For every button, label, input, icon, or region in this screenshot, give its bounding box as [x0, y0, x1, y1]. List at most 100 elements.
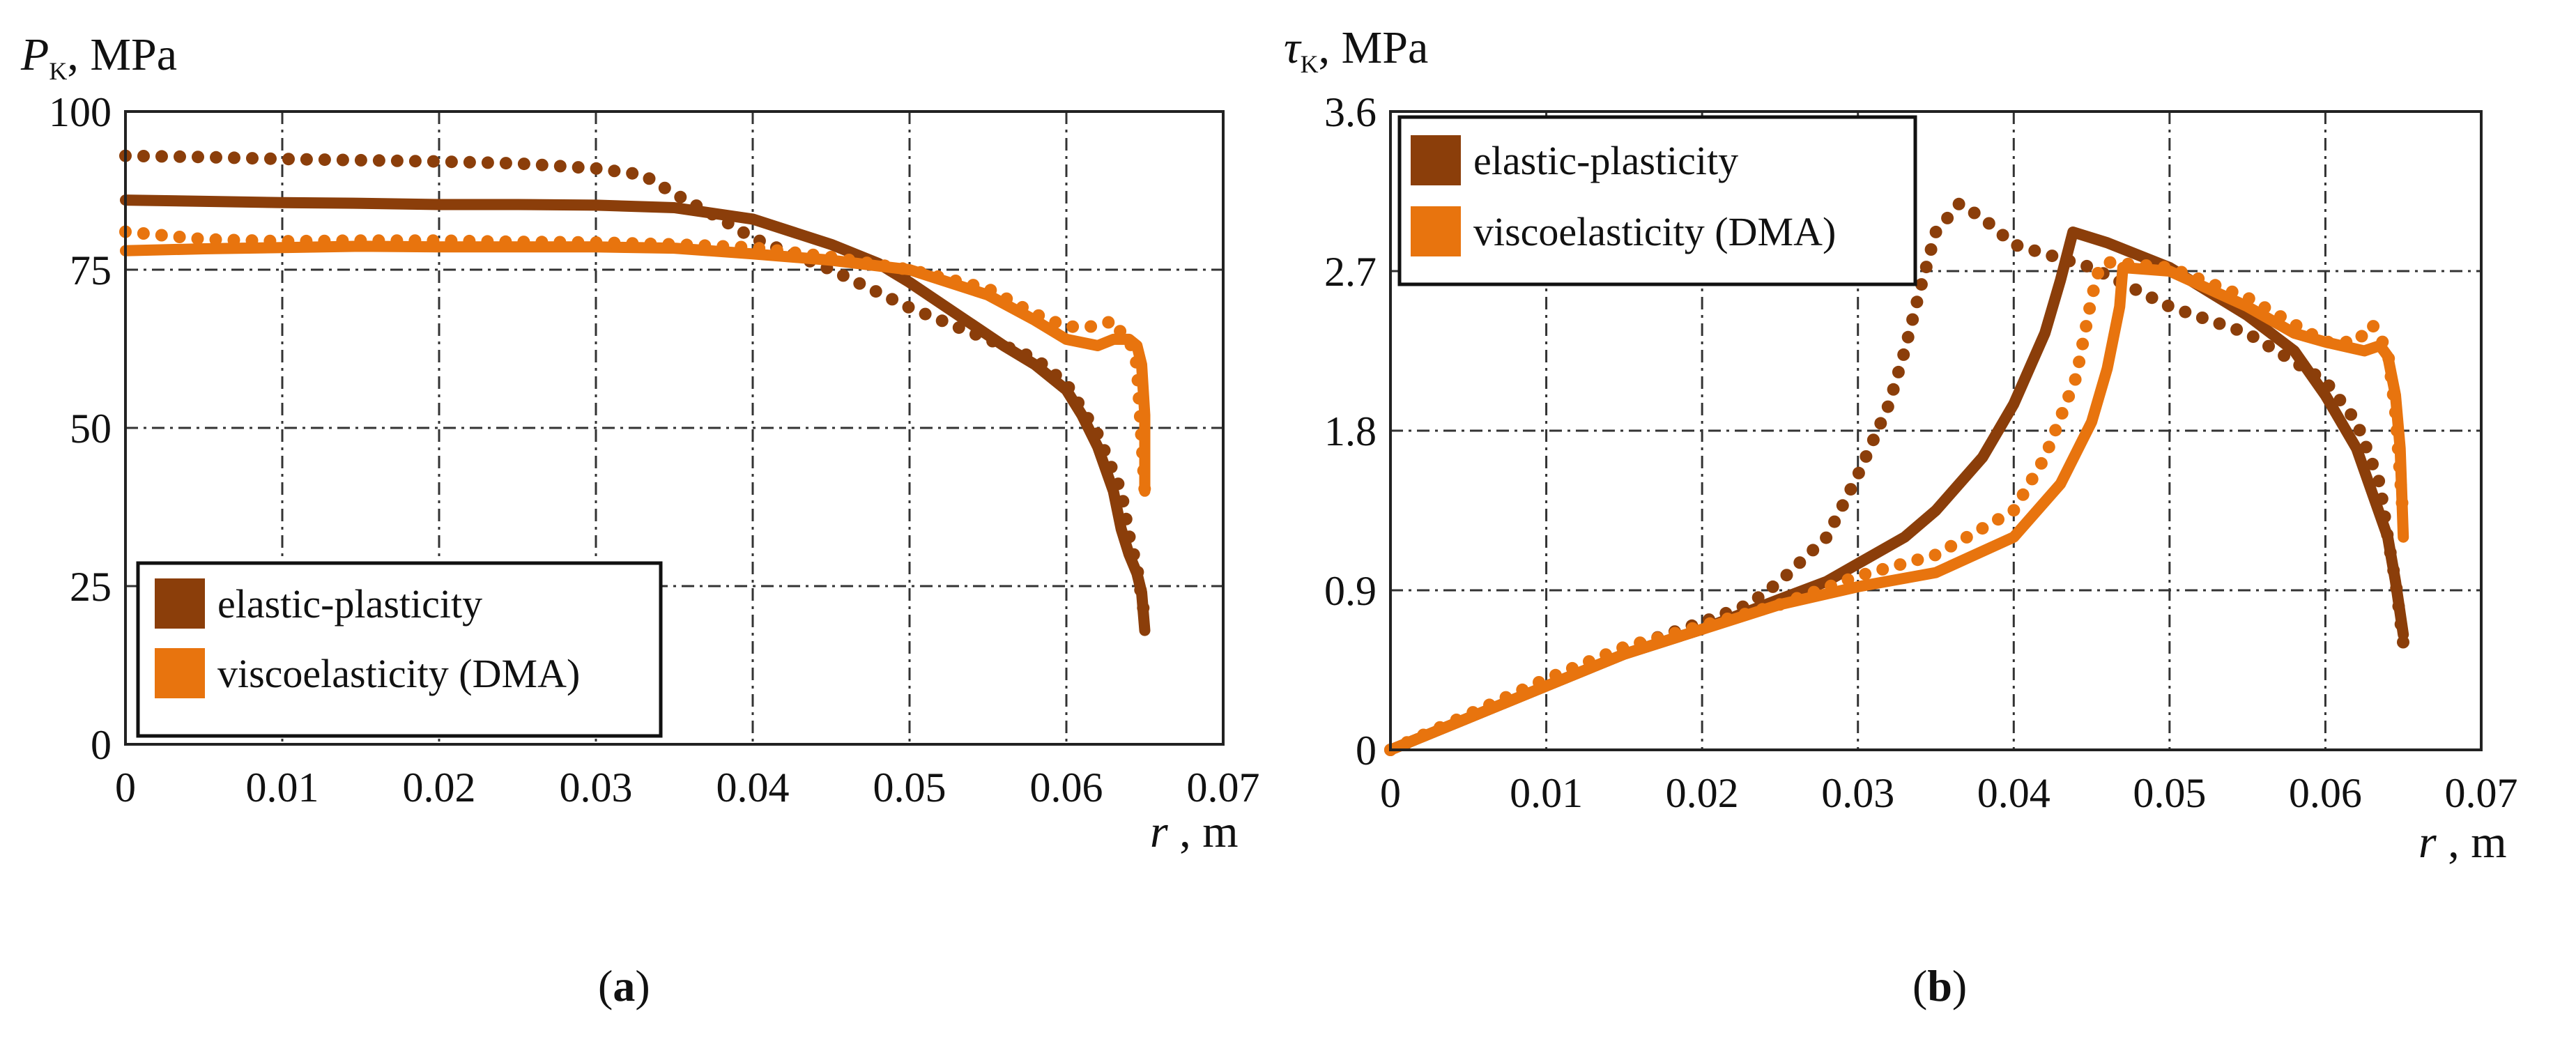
data-point: [1929, 548, 1942, 562]
data-point: [2225, 285, 2239, 298]
data-point: [836, 269, 850, 282]
y-tick-label: 3.6: [1324, 89, 1377, 135]
data-point: [318, 153, 331, 167]
data-point: [1035, 357, 1048, 370]
data-point: [1874, 417, 1887, 430]
data-point: [481, 235, 494, 248]
data-point: [2367, 320, 2380, 333]
data-point: [2213, 317, 2226, 330]
data-point: [1844, 483, 1857, 496]
data-point: [1906, 313, 1919, 326]
data-point: [210, 151, 222, 164]
data-point: [680, 238, 693, 252]
data-point: [499, 235, 512, 248]
y-tick-label: 100: [49, 89, 112, 135]
data-point: [427, 234, 440, 247]
data-point: [2381, 528, 2394, 541]
data-point: [2389, 406, 2402, 419]
data-point: [2274, 310, 2287, 323]
data-point: [2372, 475, 2386, 488]
legend-a: elastic-plasticity viscoelasticity (DMA): [136, 561, 663, 738]
data-point: [608, 164, 621, 178]
data-point: [1081, 412, 1094, 425]
data-point: [1483, 698, 1496, 712]
data-point: [1924, 243, 1938, 256]
data-point: [2395, 496, 2409, 509]
data-point: [481, 156, 494, 169]
series-dotted: [119, 149, 1150, 615]
data-point: [2087, 284, 2100, 298]
data-point: [572, 161, 585, 174]
data-point: [1137, 464, 1150, 477]
data-point: [2340, 335, 2353, 348]
data-point: [2378, 510, 2391, 523]
data-point: [2073, 355, 2086, 369]
data-point: [1583, 655, 1595, 668]
data-point: [1117, 495, 1130, 508]
data-point: [1450, 713, 1463, 726]
data-point: [137, 227, 150, 240]
legend-box-a: [136, 561, 663, 738]
plot-frame-a: [124, 110, 1225, 746]
data-point: [2387, 564, 2400, 577]
data-point: [590, 162, 603, 175]
data-point: [246, 152, 259, 165]
data-point: [1417, 728, 1430, 742]
data-point: [2394, 617, 2407, 631]
data-point: [535, 158, 549, 171]
series-b: [1384, 197, 2409, 756]
data-point: [2394, 478, 2407, 491]
x-tick-label: 0.03: [1821, 770, 1894, 816]
data-point: [1751, 591, 1765, 604]
data-point: [1016, 300, 1029, 314]
data-point: [517, 236, 530, 249]
x-tick-label: 0.04: [1977, 770, 2050, 816]
data-point: [2103, 256, 2117, 269]
data-point: [2007, 504, 2021, 517]
data-point: [753, 242, 766, 255]
data-point: [2322, 379, 2336, 392]
x-tick-label: 0.02: [403, 765, 476, 811]
data-point: [643, 172, 656, 185]
data-point: [1499, 691, 1512, 704]
data-point: [2384, 546, 2397, 559]
data-point: [869, 285, 882, 298]
x-tick-label: 0.03: [560, 765, 633, 811]
y-tick-label: 0: [1356, 728, 1377, 774]
data-point: [1133, 392, 1146, 405]
data-point: [372, 234, 385, 247]
data-point: [1565, 661, 1579, 675]
data-point: [300, 153, 313, 166]
data-point: [1960, 530, 1973, 544]
data-point: [1084, 320, 1098, 333]
y-tick-label: 0: [91, 722, 112, 768]
data-point: [318, 234, 331, 247]
data-point: [1968, 206, 1981, 220]
data-point: [2209, 279, 2222, 292]
data-point: [1992, 513, 2004, 526]
data-point: [662, 238, 675, 251]
data-point: [2080, 320, 2093, 333]
data-point: [2390, 582, 2403, 595]
data-point: [336, 153, 349, 167]
data-point: [626, 167, 639, 180]
data-point: [2080, 259, 2094, 272]
x-tick-label: 0.01: [1510, 770, 1583, 816]
panel-label-b: (b): [1912, 961, 1967, 1011]
data-point: [2386, 388, 2400, 401]
data-point: [919, 307, 932, 321]
data-point: [1003, 341, 1016, 355]
data-point: [1738, 608, 1751, 621]
x-axis-label-b: r , m: [2418, 817, 2507, 868]
data-point: [2076, 337, 2090, 351]
data-point: [1062, 381, 1075, 394]
tick-labels-a: 0 0.01 0.02 0.03 0.04 0.05 0.06 0.07 0 25 50 75 100: [49, 89, 1260, 811]
data-point: [644, 237, 657, 250]
data-point: [390, 234, 404, 247]
data-point: [2192, 272, 2205, 285]
legend-b: elastic-plasticity viscoelasticity (DMA): [1397, 115, 1917, 286]
series-line: [120, 194, 1151, 636]
data-point: [806, 248, 820, 261]
data-point: [1549, 668, 1562, 682]
